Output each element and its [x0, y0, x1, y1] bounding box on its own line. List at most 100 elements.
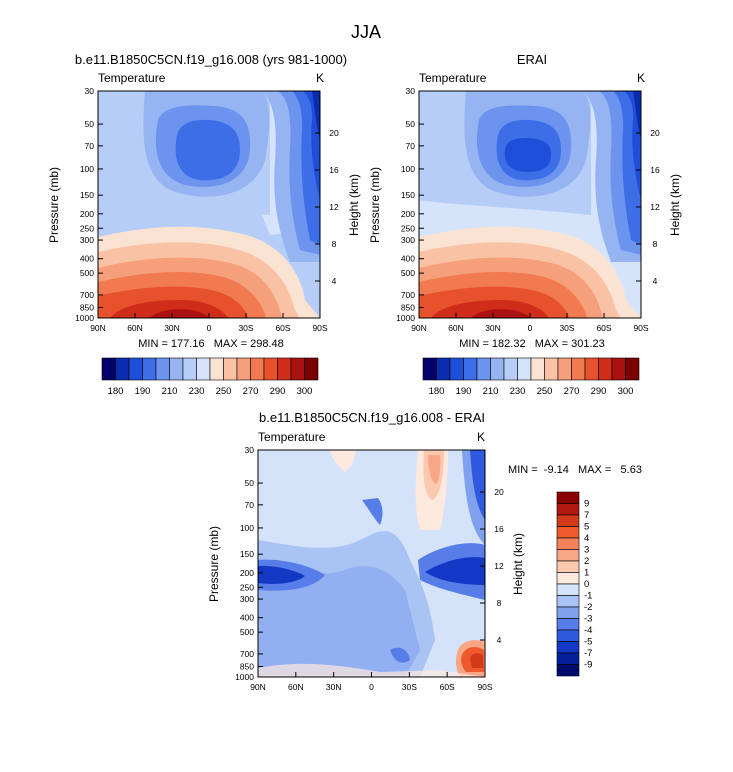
contour-band [258, 560, 420, 677]
colorbar-box [463, 357, 478, 381]
y-tick-label: 150 [401, 190, 415, 200]
units-label: K [637, 71, 645, 85]
colorbar-label: 180 [108, 386, 124, 397]
y-tick-label: 700 [80, 290, 94, 300]
colorbar-box [436, 357, 451, 381]
colorbar-label: 190 [135, 386, 151, 397]
colorbar-label: 9 [584, 499, 589, 510]
colorbar-label: 0 [584, 579, 589, 590]
colorbar-box [503, 357, 518, 381]
colorbar-box [571, 357, 586, 381]
colorbar: 180 190 210 230 250 270 290 300 [422, 357, 640, 397]
y-tick-label: 50 [245, 478, 255, 488]
colorbar-label: 270 [564, 386, 580, 397]
height-tick-label: 8 [653, 239, 658, 249]
colorbar-box [556, 526, 580, 539]
colorbar-box [128, 357, 143, 381]
y-tick-label: 1000 [235, 672, 254, 682]
colorbar-label: 270 [243, 386, 259, 397]
x-tick-label: 30S [402, 682, 417, 692]
colorbar-label: 190 [456, 386, 472, 397]
colorbar-box [556, 595, 580, 608]
y-tick-label: 70 [406, 141, 416, 151]
colorbar-box [196, 357, 211, 381]
colorbar-box [142, 357, 157, 381]
y-tick-label: 70 [85, 141, 95, 151]
x-tick-label: 60S [440, 682, 455, 692]
y-tick-label: 150 [240, 549, 254, 559]
contour-band [428, 455, 441, 484]
colorbar-box [449, 357, 464, 381]
colorbar-label: 250 [537, 386, 553, 397]
x-tick-label: 60S [596, 323, 611, 333]
contour-band [330, 450, 356, 472]
y-tick-label: 500 [401, 268, 415, 278]
colorbar-box [556, 572, 580, 585]
y-tick-label: 400 [401, 254, 415, 264]
colorbar-label: 7 [584, 510, 589, 521]
y-tick-label: 700 [401, 290, 415, 300]
colorbar-box [209, 357, 224, 381]
contour-band [362, 498, 383, 525]
height-tick-label: 12 [650, 202, 660, 212]
x-tick-label: 30N [485, 323, 501, 333]
y-tick-label: 1000 [75, 313, 94, 323]
colorbar-label: -1 [584, 591, 592, 602]
colorbar-box [556, 560, 580, 573]
x-tick-label: 60N [288, 682, 304, 692]
y-axis-label: Pressure (mb) [207, 526, 221, 602]
height-tick-label: 8 [497, 598, 502, 608]
contour-band [624, 91, 641, 200]
colorbar-label: 180 [429, 386, 445, 397]
difference-panel: b.e11.B1850C5CN.f19_g16.008 - ERAI Tempe… [207, 410, 642, 692]
colorbar-label: 230 [510, 386, 526, 397]
x-tick-label: 60N [127, 323, 143, 333]
y-tick-label: 100 [80, 164, 94, 174]
y-tick-label: 850 [401, 302, 415, 312]
right-axis-label: Height (km) [347, 174, 361, 236]
colorbar-box [556, 537, 580, 550]
colorbar-box [556, 514, 580, 527]
x-tick-label: 90S [477, 682, 492, 692]
y-tick-label: 250 [80, 223, 94, 233]
y-tick-label: 1000 [396, 313, 415, 323]
axes: 305070100150200250300400500700850100090N… [235, 445, 504, 692]
contour-band [258, 663, 485, 677]
colorbar-label: 250 [216, 386, 232, 397]
contour-field [258, 450, 485, 677]
y-tick-label: 200 [240, 568, 254, 578]
y-tick-label: 30 [406, 86, 416, 96]
x-tick-label: 0 [528, 323, 533, 333]
panel-title: b.e11.B1850C5CN.f19_g16.008 - ERAI [259, 410, 485, 425]
variable-label: Temperature [98, 71, 166, 85]
colorbar-box [556, 583, 580, 596]
min-max-stats: MIN = 182.32 MAX = 301.23 [459, 338, 605, 350]
colorbar-box [544, 357, 559, 381]
y-tick-label: 500 [80, 268, 94, 278]
contour-band [471, 309, 531, 318]
colorbar-box [557, 357, 572, 381]
units-label: K [477, 430, 485, 444]
contour-band [425, 557, 485, 585]
x-tick-label: 90N [90, 323, 106, 333]
contour-field [98, 91, 320, 318]
contour-band [390, 647, 410, 663]
colorbar-box [556, 652, 580, 665]
height-tick-label: 20 [650, 128, 660, 138]
contour-band [312, 91, 320, 140]
y-tick-label: 400 [80, 254, 94, 264]
colorbar-box [556, 641, 580, 654]
colorbar-label: 290 [270, 386, 286, 397]
variable-label: Temperature [419, 71, 487, 85]
height-tick-label: 16 [494, 524, 504, 534]
colorbar-box [263, 357, 278, 381]
height-tick-label: 4 [653, 276, 658, 286]
colorbar-label: -3 [584, 614, 592, 625]
colorbar-box [182, 357, 197, 381]
contour-band [150, 309, 210, 318]
y-tick-label: 70 [245, 500, 255, 510]
contour-band [504, 138, 552, 172]
colorbar-box [115, 357, 130, 381]
colorbar-box [556, 664, 580, 677]
